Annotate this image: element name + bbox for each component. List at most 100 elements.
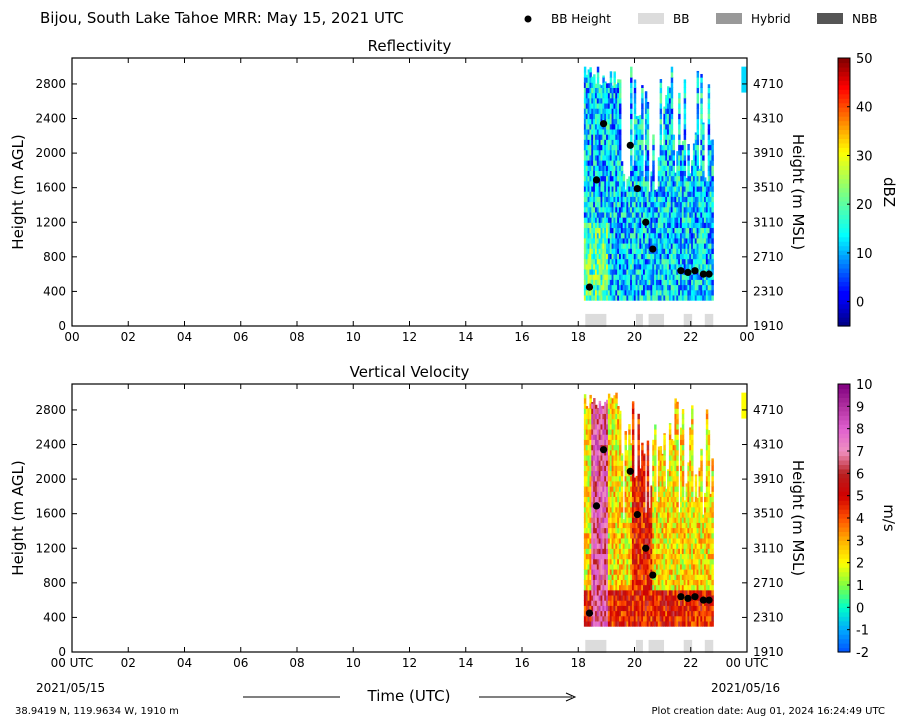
heatmap-cell	[594, 97, 598, 104]
heatmap-cell	[587, 191, 591, 197]
heatmap-cell	[698, 180, 701, 187]
heatmap-cell	[654, 486, 657, 492]
heatmap-cell	[667, 268, 670, 275]
heatmap-cell	[696, 284, 700, 291]
heatmap-cell	[687, 475, 690, 482]
heatmap-cell	[604, 594, 607, 601]
heatmap-cell	[594, 268, 598, 275]
heatmap-cell	[707, 263, 711, 270]
heatmap-cell	[606, 501, 609, 508]
heatmap-cell	[667, 175, 670, 182]
heatmap-cell	[652, 537, 655, 544]
heatmap-cell	[622, 294, 626, 301]
heatmap-cell	[655, 563, 659, 570]
heatmap-cell	[679, 558, 683, 565]
heatmap-cell	[594, 553, 598, 560]
heatmap-cell	[617, 532, 620, 539]
heatmap-cell	[596, 97, 600, 104]
heatmap-cell	[630, 563, 633, 570]
heatmap-cell	[689, 610, 692, 617]
heatmap-cell	[620, 454, 624, 461]
heatmap-cell	[594, 185, 598, 192]
heatmap-cell	[591, 491, 594, 497]
heatmap-cell	[663, 553, 666, 560]
heatmap-cell	[615, 408, 618, 414]
heatmap-cell	[628, 185, 631, 192]
heatmap-cell	[641, 594, 644, 601]
heatmap-cell	[674, 294, 677, 301]
heatmap-cell	[665, 118, 668, 125]
heatmap-cell	[661, 170, 664, 177]
heatmap-cell	[648, 589, 652, 596]
heatmap-cell	[698, 522, 701, 529]
heatmap-cell	[633, 522, 637, 529]
heatmap-cell	[646, 460, 650, 466]
heatmap-cell	[607, 620, 611, 627]
heatmap-cell	[598, 589, 602, 596]
heatmap-cell	[594, 227, 598, 234]
heatmap-cell	[617, 191, 620, 197]
heatmap-cell	[646, 532, 650, 539]
heatmap-cell	[594, 123, 598, 130]
heatmap-cell	[657, 185, 661, 192]
heatmap-cell	[659, 97, 663, 104]
heatmap-cell	[607, 532, 611, 539]
heatmap-cell	[596, 413, 600, 420]
heatmap-cell	[641, 442, 644, 446]
heatmap-cell	[692, 522, 696, 529]
heatmap-cell	[607, 294, 611, 301]
heatmap-cell	[709, 263, 713, 270]
heatmap-cell	[689, 532, 692, 539]
heatmap-cell	[679, 149, 683, 156]
heatmap-cell	[607, 263, 611, 270]
heatmap-cell	[602, 180, 605, 187]
heatmap-cell	[709, 191, 713, 197]
heatmap-cell	[594, 511, 598, 518]
heatmap-cell	[707, 294, 711, 301]
heatmap-cell	[596, 589, 600, 596]
heatmap-cell	[598, 128, 602, 135]
heatmap-cell	[644, 191, 648, 197]
y-tick-label: 800	[43, 250, 66, 264]
heatmap-cell	[624, 201, 627, 208]
heatmap-cell	[687, 144, 690, 151]
heatmap-cell	[587, 154, 591, 161]
heatmap-cell	[596, 180, 600, 187]
heatmap-cell	[633, 237, 637, 244]
heatmap-cell	[598, 185, 602, 192]
colorbar-segment	[838, 58, 850, 64]
heatmap-cell	[594, 263, 598, 270]
heatmap-cell	[663, 258, 666, 265]
heatmap-cell	[606, 180, 609, 187]
heatmap-cell	[643, 191, 646, 197]
heatmap-cell	[596, 144, 600, 151]
heatmap-cell	[626, 620, 629, 627]
heatmap-cell	[678, 149, 681, 156]
heatmap-cell	[635, 620, 639, 627]
heatmap-cell	[617, 258, 620, 265]
heatmap-cell	[681, 144, 685, 151]
heatmap-cell	[667, 475, 670, 482]
heatmap-cell	[602, 527, 605, 534]
heatmap-cell	[589, 160, 592, 166]
heatmap-cell	[678, 527, 681, 534]
heatmap-cell	[609, 589, 613, 596]
heatmap-cell	[652, 553, 655, 560]
heatmap-cell	[583, 397, 587, 404]
heatmap-cell	[696, 160, 700, 166]
heatmap-cell	[622, 548, 626, 555]
heatmap-cell	[624, 548, 627, 555]
heatmap-cell	[672, 258, 676, 265]
heatmap-cell	[591, 97, 594, 104]
heatmap-cell	[639, 165, 642, 171]
heatmap-cell	[646, 569, 650, 575]
heatmap-cell	[618, 144, 622, 151]
heatmap-cell	[681, 237, 685, 244]
heatmap-cell	[700, 113, 703, 120]
heatmap-cell	[685, 620, 688, 627]
heatmap-cell	[594, 180, 598, 187]
heatmap-cell	[620, 486, 624, 492]
heatmap-cell	[683, 206, 687, 213]
heatmap-cell	[631, 574, 635, 580]
heatmap-cell	[607, 553, 611, 560]
